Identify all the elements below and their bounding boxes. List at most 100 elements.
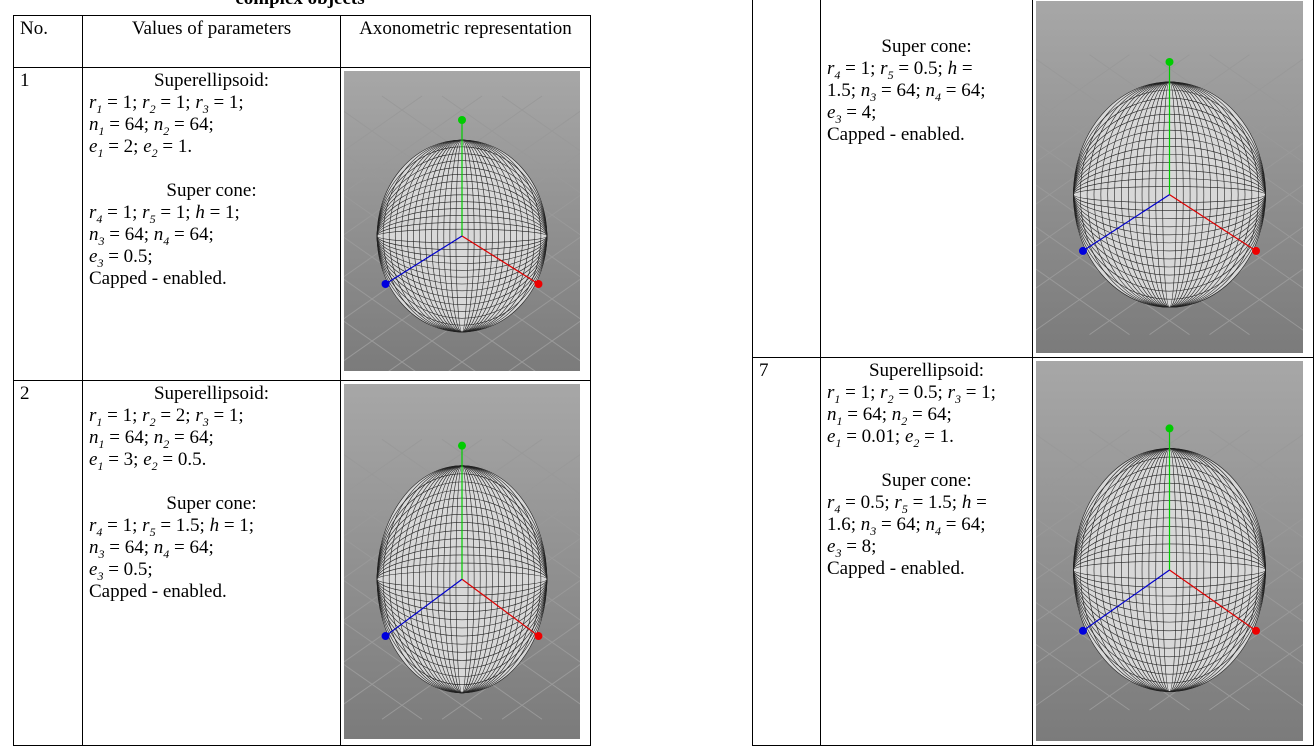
- param-var: r: [894, 492, 901, 513]
- param-line: n1 = 64; n2 = 64;: [89, 427, 334, 449]
- param-text: = 2;: [156, 405, 191, 426]
- param-text: = 0.5;: [840, 492, 889, 513]
- param-text: = 0.5;: [894, 58, 943, 79]
- render: [344, 384, 580, 739]
- param-line: r4 = 1; r5 = 1; h = 1;: [89, 202, 334, 224]
- param-text: = 1;: [156, 92, 191, 113]
- shape-name: Super cone:: [827, 36, 1026, 58]
- render-part: [382, 632, 390, 640]
- param-group: Super cone:r4 = 1; r5 = 1; h = 1;n3 = 64…: [89, 180, 334, 290]
- param-var: n: [154, 427, 164, 448]
- params-cell: Superellipsoid:r1 = 1; r2 = 1; r3 = 1;n1…: [83, 68, 341, 381]
- number-cell: 2: [14, 381, 83, 746]
- render-part: [1166, 424, 1174, 432]
- param-line: e3 = 4;: [827, 102, 1026, 124]
- param-line: n1 = 64; n2 = 64;: [89, 114, 334, 136]
- render-part: [1166, 58, 1174, 66]
- param-text: = 64;: [169, 114, 214, 135]
- number-cell: [753, 0, 821, 358]
- param-text: = 1;: [209, 405, 244, 426]
- param-var: r: [142, 515, 149, 536]
- param-text: = 64;: [941, 80, 986, 101]
- param-var: n: [892, 404, 902, 425]
- param-text: = 0.01;: [841, 426, 900, 447]
- render-part: [1079, 247, 1087, 255]
- param-var: n: [861, 514, 871, 535]
- render-part: [1079, 627, 1087, 635]
- param-var: n: [926, 80, 936, 101]
- shape-name: Superellipsoid:: [89, 383, 334, 405]
- param-text: = 1;: [102, 405, 137, 426]
- row: 1 Superellipsoid:r1 = 1; r2 = 1; r3 = 1;…: [14, 68, 591, 381]
- param-line: 1.6; n3 = 64; n4 = 64;: [827, 514, 1026, 536]
- param-text: = 1.5;: [156, 515, 205, 536]
- param-text: = 64;: [169, 537, 214, 558]
- param-var: r: [948, 382, 955, 403]
- params-cell: Super cone:r4 = 1; r5 = 0.5; h =1.5; n3 …: [821, 0, 1033, 358]
- right-table: Super cone:r4 = 1; r5 = 0.5; h =1.5; n3 …: [752, 0, 1314, 746]
- param-group: Superellipsoid:r1 = 1; r2 = 2; r3 = 1;n1…: [89, 383, 334, 471]
- param-text: = 4;: [841, 102, 876, 123]
- params-cell: Superellipsoid:r1 = 1; r2 = 0.5; r3 = 1;…: [821, 358, 1033, 746]
- render: [344, 71, 580, 371]
- param-text: = 0.5;: [894, 382, 943, 403]
- param-var: n: [89, 114, 99, 135]
- param-line: n1 = 64; n2 = 64;: [827, 404, 1026, 426]
- param-line: n3 = 64; n4 = 64;: [89, 224, 334, 246]
- param-var: r: [195, 92, 202, 113]
- number-cell: 1: [14, 68, 83, 381]
- param-var: n: [154, 537, 164, 558]
- param-var: r: [142, 92, 149, 113]
- param-line: e3 = 8;: [827, 536, 1026, 558]
- param-text: = 64;: [105, 224, 150, 245]
- param-text: 1.6;: [827, 514, 856, 535]
- param-var: r: [880, 382, 887, 403]
- header-cell: Values of parameters: [83, 16, 341, 68]
- param-var: n: [154, 224, 164, 245]
- param-text: = 1;: [209, 92, 244, 113]
- render-part: [458, 116, 466, 124]
- param-line: e1 = 2; e2 = 1.: [89, 136, 334, 158]
- param-text: = 1;: [102, 92, 137, 113]
- param-var: h: [948, 58, 958, 79]
- param-line: Capped - enabled.: [89, 581, 334, 603]
- param-group: Superellipsoid:r1 = 1; r2 = 0.5; r3 = 1;…: [827, 360, 1026, 448]
- shape-name: Superellipsoid:: [827, 360, 1026, 382]
- row: 7 Superellipsoid:r1 = 1; r2 = 0.5; r3 = …: [753, 358, 1314, 746]
- param-line: r1 = 1; r2 = 2; r3 = 1;: [89, 405, 334, 427]
- param-text: = 0.5;: [103, 246, 152, 267]
- param-line: Capped - enabled.: [89, 268, 334, 290]
- param-var: r: [880, 58, 887, 79]
- param-var: r: [195, 405, 202, 426]
- params-cell: Superellipsoid:r1 = 1; r2 = 2; r3 = 1;n1…: [83, 381, 341, 746]
- param-text: = 1;: [102, 515, 137, 536]
- param-text: =: [957, 58, 972, 79]
- param-line: Capped - enabled.: [827, 124, 1026, 146]
- param-var: r: [142, 202, 149, 223]
- render-part: [1252, 627, 1260, 635]
- param-text: = 64;: [105, 537, 150, 558]
- param-text: = 1.5;: [908, 492, 957, 513]
- shape-name: Superellipsoid:: [89, 70, 334, 92]
- render-part: [534, 280, 542, 288]
- param-line: r4 = 0.5; r5 = 1.5; h =: [827, 492, 1026, 514]
- param-group: Superellipsoid:r1 = 1; r2 = 1; r3 = 1;n1…: [89, 70, 334, 158]
- param-text: = 2;: [103, 136, 138, 157]
- param-line: e1 = 0.01; e2 = 1.: [827, 426, 1026, 448]
- param-text: = 64;: [105, 427, 150, 448]
- param-text: = 64;: [105, 114, 150, 135]
- param-text: = 1;: [156, 202, 191, 223]
- param-group: Super cone:r4 = 1; r5 = 1.5; h = 1;n3 = …: [89, 493, 334, 603]
- header-row: No. Values of parameters Axonometric rep…: [14, 16, 591, 68]
- param-text: = 1;: [102, 202, 137, 223]
- param-var: e: [143, 449, 151, 470]
- param-var: n: [154, 114, 164, 135]
- param-text: = 1;: [840, 382, 875, 403]
- render-part: [382, 280, 390, 288]
- param-text: = 1.: [919, 426, 953, 447]
- render: [1036, 361, 1303, 741]
- param-var: h: [962, 492, 972, 513]
- param-line: r4 = 1; r5 = 0.5; h =: [827, 58, 1026, 80]
- param-text: = 0.5.: [158, 449, 207, 470]
- shape-name: Super cone:: [827, 470, 1026, 492]
